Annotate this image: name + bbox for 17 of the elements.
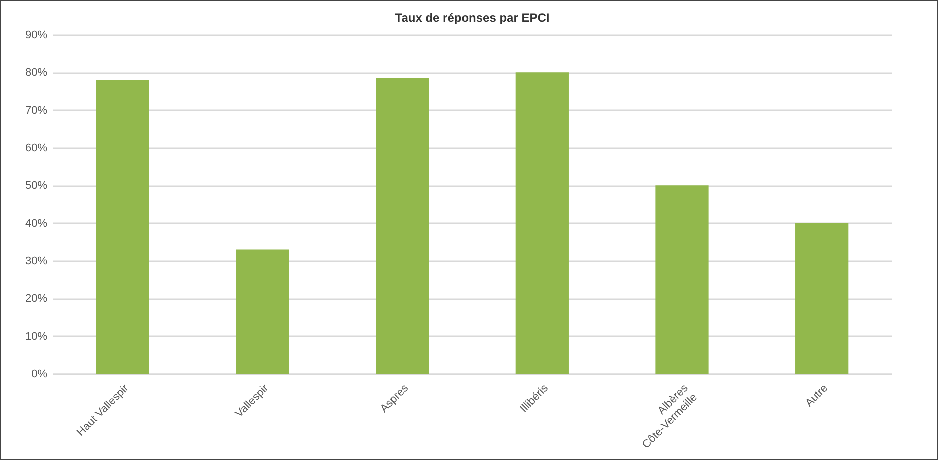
y-tick-label: 0% bbox=[32, 368, 48, 380]
bar bbox=[376, 78, 430, 374]
y-tick-label: 30% bbox=[25, 256, 48, 268]
y-tick-label: 90% bbox=[25, 30, 48, 42]
y-tick-label: 60% bbox=[25, 142, 48, 154]
y-tick-label: 10% bbox=[25, 330, 48, 343]
y-tick-label: 50% bbox=[25, 180, 48, 192]
chart-title: Taux de réponses par EPCI bbox=[395, 11, 550, 25]
bar bbox=[516, 72, 569, 374]
bar bbox=[656, 186, 709, 374]
y-tick-label: 70% bbox=[25, 104, 48, 117]
bar bbox=[236, 250, 290, 374]
y-tick-label: 20% bbox=[25, 293, 48, 306]
y-tick-label: 40% bbox=[25, 218, 48, 230]
y-tick-label: 80% bbox=[25, 67, 48, 80]
bar bbox=[796, 223, 849, 374]
bar bbox=[96, 80, 150, 374]
